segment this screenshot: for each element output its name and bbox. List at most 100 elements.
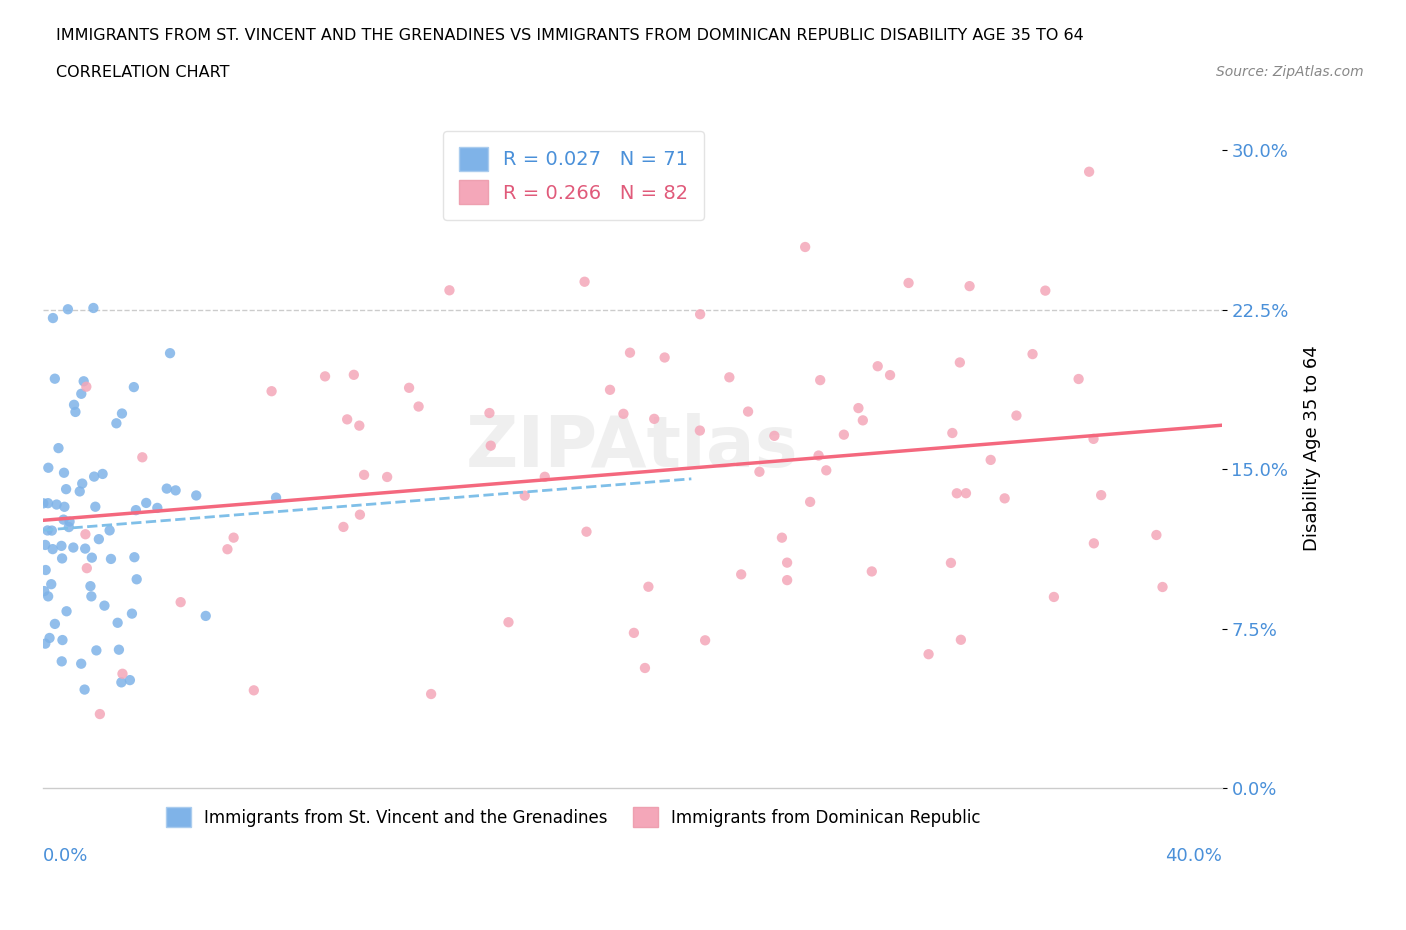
Point xyxy=(1005,408,1028,423)
Point xyxy=(343,367,366,382)
Text: 0.0%: 0.0% xyxy=(44,847,89,865)
Point xyxy=(1083,432,1105,446)
Point xyxy=(73,682,96,697)
Point xyxy=(110,675,132,690)
Point xyxy=(770,530,793,545)
Point xyxy=(260,384,283,399)
Point xyxy=(917,646,939,661)
Point xyxy=(478,405,501,420)
Point xyxy=(832,427,855,442)
Point xyxy=(121,606,143,621)
Point xyxy=(776,555,799,570)
Point xyxy=(799,495,821,510)
Point xyxy=(65,405,87,419)
Point xyxy=(51,654,73,669)
Point xyxy=(70,386,93,401)
Point xyxy=(730,567,752,582)
Point xyxy=(41,541,63,556)
Point xyxy=(76,561,98,576)
Legend: Immigrants from St. Vincent and the Grenadines, Immigrants from Dominican Republ: Immigrants from St. Vincent and the Gren… xyxy=(159,800,987,834)
Point xyxy=(946,485,969,500)
Point xyxy=(44,371,66,386)
Point xyxy=(763,429,786,444)
Point xyxy=(124,550,146,565)
Point xyxy=(32,496,55,511)
Point xyxy=(111,666,134,681)
Point xyxy=(58,520,80,535)
Y-axis label: Disability Age 35 to 64: Disability Age 35 to 64 xyxy=(1303,345,1320,551)
Point xyxy=(941,426,963,441)
Point xyxy=(51,538,73,553)
Point xyxy=(1144,527,1167,542)
Point xyxy=(654,350,676,365)
Point xyxy=(994,491,1017,506)
Point xyxy=(98,523,121,538)
Point xyxy=(398,380,420,395)
Point xyxy=(37,523,59,538)
Point xyxy=(807,448,830,463)
Point xyxy=(108,643,131,658)
Point xyxy=(84,499,107,514)
Point xyxy=(41,524,63,538)
Point xyxy=(479,438,502,453)
Point xyxy=(689,423,711,438)
Point xyxy=(1033,284,1056,299)
Point xyxy=(623,626,645,641)
Point xyxy=(37,496,59,511)
Point xyxy=(51,632,73,647)
Point xyxy=(169,594,191,609)
Point xyxy=(949,355,972,370)
Point xyxy=(70,476,93,491)
Point xyxy=(439,283,461,298)
Point xyxy=(45,498,67,512)
Point xyxy=(91,467,114,482)
Point xyxy=(1078,165,1101,179)
Point xyxy=(866,359,889,374)
Point xyxy=(37,460,59,475)
Point xyxy=(52,512,75,527)
Point xyxy=(264,490,287,505)
Point xyxy=(695,633,717,648)
Point xyxy=(83,469,105,484)
Text: ZIPAtlas: ZIPAtlas xyxy=(467,414,799,483)
Point xyxy=(533,470,555,485)
Point xyxy=(48,441,70,456)
Text: Source: ZipAtlas.com: Source: ZipAtlas.com xyxy=(1216,65,1364,79)
Point xyxy=(336,412,359,427)
Point xyxy=(73,374,96,389)
Point xyxy=(643,411,665,426)
Point xyxy=(80,589,103,604)
Point xyxy=(794,240,817,255)
Point xyxy=(776,573,799,588)
Point xyxy=(860,564,883,578)
Point xyxy=(146,500,169,515)
Point xyxy=(194,608,217,623)
Point xyxy=(80,551,103,565)
Point xyxy=(159,346,181,361)
Point xyxy=(689,307,711,322)
Point xyxy=(420,686,443,701)
Point xyxy=(748,464,770,479)
Point xyxy=(86,643,108,658)
Point xyxy=(105,416,128,431)
Point xyxy=(314,369,336,384)
Point xyxy=(637,579,659,594)
Point xyxy=(131,450,153,465)
Point xyxy=(574,274,596,289)
Point xyxy=(75,541,97,556)
Point xyxy=(89,707,111,722)
Point xyxy=(156,481,179,496)
Point xyxy=(55,482,77,497)
Point xyxy=(634,660,657,675)
Point xyxy=(1152,579,1174,594)
Point xyxy=(815,463,838,478)
Point xyxy=(375,470,398,485)
Point xyxy=(959,279,981,294)
Point xyxy=(939,555,962,570)
Point xyxy=(34,538,56,552)
Point xyxy=(38,631,60,645)
Point xyxy=(51,551,73,565)
Point xyxy=(111,406,134,421)
Point xyxy=(37,589,59,604)
Point xyxy=(42,311,65,325)
